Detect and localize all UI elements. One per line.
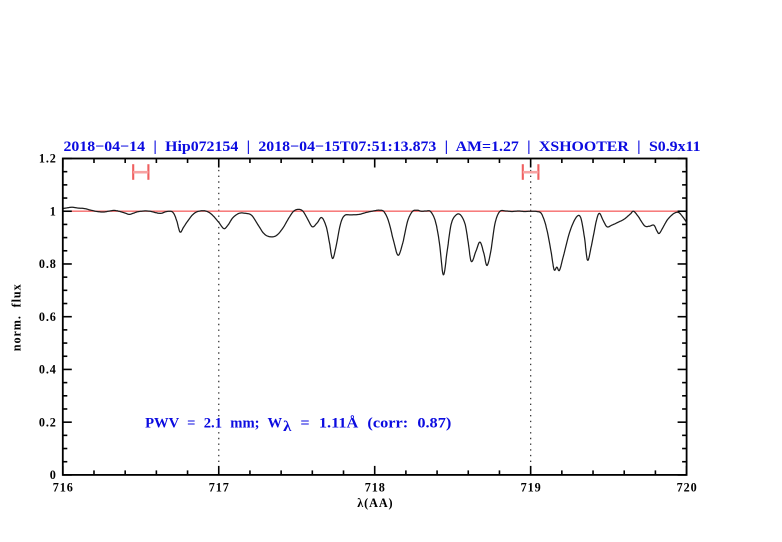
svg-text:718: 718 <box>365 481 386 495</box>
svg-text:2018−04−14 | Hip072154 | 2018−: 2018−04−14 | Hip072154 | 2018−04−15T07:5… <box>64 139 701 155</box>
svg-text:0.6: 0.6 <box>39 310 57 324</box>
svg-text:0: 0 <box>50 468 57 482</box>
svg-text:= 1.11Å (corr: 0.87): = 1.11Å (corr: 0.87) <box>300 415 451 431</box>
svg-text:1.2: 1.2 <box>39 152 57 166</box>
svg-text:0.8: 0.8 <box>39 257 57 271</box>
svg-text:norm. flux: norm. flux <box>10 283 24 351</box>
svg-text:719: 719 <box>521 481 542 495</box>
svg-text:λ(AA): λ(AA) <box>357 496 393 510</box>
svg-text:0.2: 0.2 <box>39 415 57 429</box>
svg-text:720: 720 <box>677 481 698 495</box>
svg-text:717: 717 <box>209 481 230 495</box>
svg-text:λ: λ <box>283 419 292 435</box>
svg-text:1: 1 <box>50 204 57 218</box>
svg-text:PWV = 2.1 mm; W: PWV = 2.1 mm; W <box>145 415 283 431</box>
svg-text:716: 716 <box>53 481 74 495</box>
svg-text:0.4: 0.4 <box>39 363 57 377</box>
